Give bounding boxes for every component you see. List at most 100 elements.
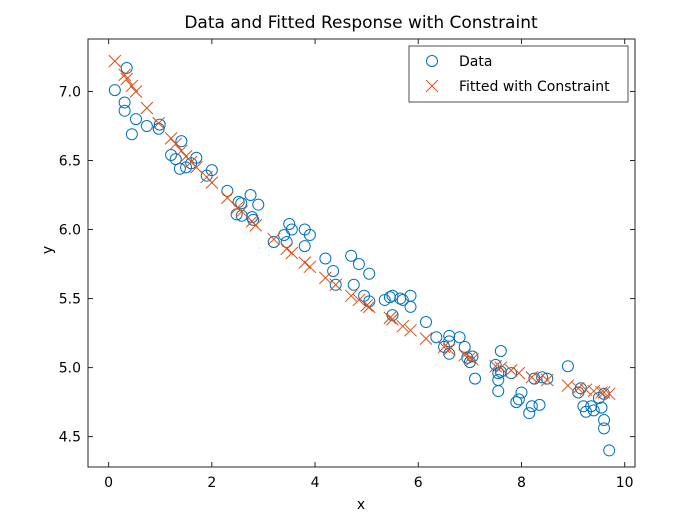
fitted-point	[125, 79, 139, 93]
data-point	[492, 385, 505, 398]
data-point	[118, 104, 131, 117]
data-point	[345, 249, 358, 262]
data-point	[125, 128, 138, 141]
data-point	[120, 61, 133, 74]
fitted-point	[602, 387, 616, 401]
data-point	[205, 164, 218, 177]
y-tick-label: 7.0	[59, 84, 81, 100]
fitted-point	[404, 323, 417, 337]
fitted-point	[298, 256, 312, 270]
data-point	[430, 331, 443, 344]
data-point	[232, 195, 245, 208]
fitted-point	[164, 132, 178, 145]
data-point	[443, 335, 456, 348]
data-point	[536, 371, 549, 384]
fitted-point	[442, 343, 456, 356]
data-point	[140, 119, 153, 132]
data-point	[541, 372, 554, 385]
fitted-point	[280, 242, 294, 256]
legend-circle-marker	[426, 55, 438, 67]
fitted-point	[108, 54, 122, 68]
fitted-point	[329, 278, 343, 292]
data-point	[280, 235, 293, 248]
x-tick-label: 10	[616, 475, 634, 491]
legend-label-fitted: Fitted with Constraint	[459, 79, 610, 95]
fitted-point	[533, 372, 546, 385]
fitted-point	[152, 116, 166, 130]
data-point	[561, 360, 574, 373]
fitted-point	[463, 351, 477, 365]
fitted-point	[386, 312, 399, 326]
data-point	[523, 407, 536, 420]
fitted-point	[140, 101, 154, 115]
data-point	[221, 184, 234, 197]
fitted-point	[579, 383, 593, 397]
fitted-point	[571, 381, 585, 395]
fitted-point	[360, 299, 374, 312]
data-point	[165, 148, 178, 161]
data-point	[577, 400, 590, 413]
y-tick-label: 5.5	[59, 292, 81, 308]
x-tick-label: 4	[311, 475, 320, 491]
fitted-point	[344, 289, 358, 303]
legend: Data Fitted with Constraint	[408, 45, 629, 103]
fitted-point	[494, 361, 508, 374]
data-point	[173, 162, 186, 175]
data-point	[603, 444, 616, 457]
data-point	[598, 422, 611, 435]
fitted-point	[396, 319, 410, 333]
data-point	[352, 258, 365, 271]
fitted-point	[129, 85, 143, 98]
data-point	[386, 289, 399, 302]
data-point	[533, 398, 546, 411]
data-point	[190, 151, 203, 164]
data-point	[492, 367, 505, 380]
data-point	[469, 372, 482, 385]
data-point	[443, 347, 456, 360]
x-tick-label: 0	[104, 475, 113, 491]
data-point	[153, 118, 166, 131]
data-point	[118, 96, 131, 109]
y-tick-label: 6.5	[59, 153, 81, 169]
data-point	[327, 264, 340, 277]
data-point	[494, 345, 507, 358]
data-point	[595, 401, 608, 414]
fitted-point	[169, 137, 183, 151]
data-point	[244, 189, 257, 202]
fitted-point	[249, 219, 263, 232]
data-point	[329, 278, 342, 291]
fitted-point	[419, 332, 433, 345]
y-tick-label: 4.5	[59, 430, 81, 446]
data-point	[252, 198, 265, 211]
data-point	[247, 213, 260, 226]
fitted-point	[540, 373, 554, 387]
data-point	[404, 289, 417, 302]
data-point	[510, 396, 523, 409]
plot-frame	[87, 38, 636, 468]
fitted-point	[352, 293, 366, 307]
fitted-point	[489, 359, 503, 373]
x-tick-label: 6	[414, 475, 423, 491]
fitted-point	[466, 352, 479, 366]
data-point	[108, 84, 121, 97]
fitted-point	[118, 68, 131, 82]
chart-title: Data and Fitted Response with Constraint	[184, 13, 538, 33]
data-point	[598, 414, 611, 427]
fitted-point	[383, 311, 397, 325]
data-point	[512, 393, 525, 406]
fitted-point	[267, 232, 281, 246]
data-point	[396, 293, 409, 306]
data-point	[515, 386, 528, 399]
fitted-point	[362, 300, 376, 314]
data-point	[175, 135, 188, 148]
x-tick-label: 8	[517, 475, 526, 491]
y-tick-label: 5.0	[59, 361, 81, 377]
data-point	[363, 267, 376, 280]
data-point	[285, 223, 298, 236]
fitted-point	[597, 386, 611, 399]
data-point	[525, 400, 538, 413]
fitted-point	[285, 246, 299, 260]
data-point	[129, 113, 142, 126]
